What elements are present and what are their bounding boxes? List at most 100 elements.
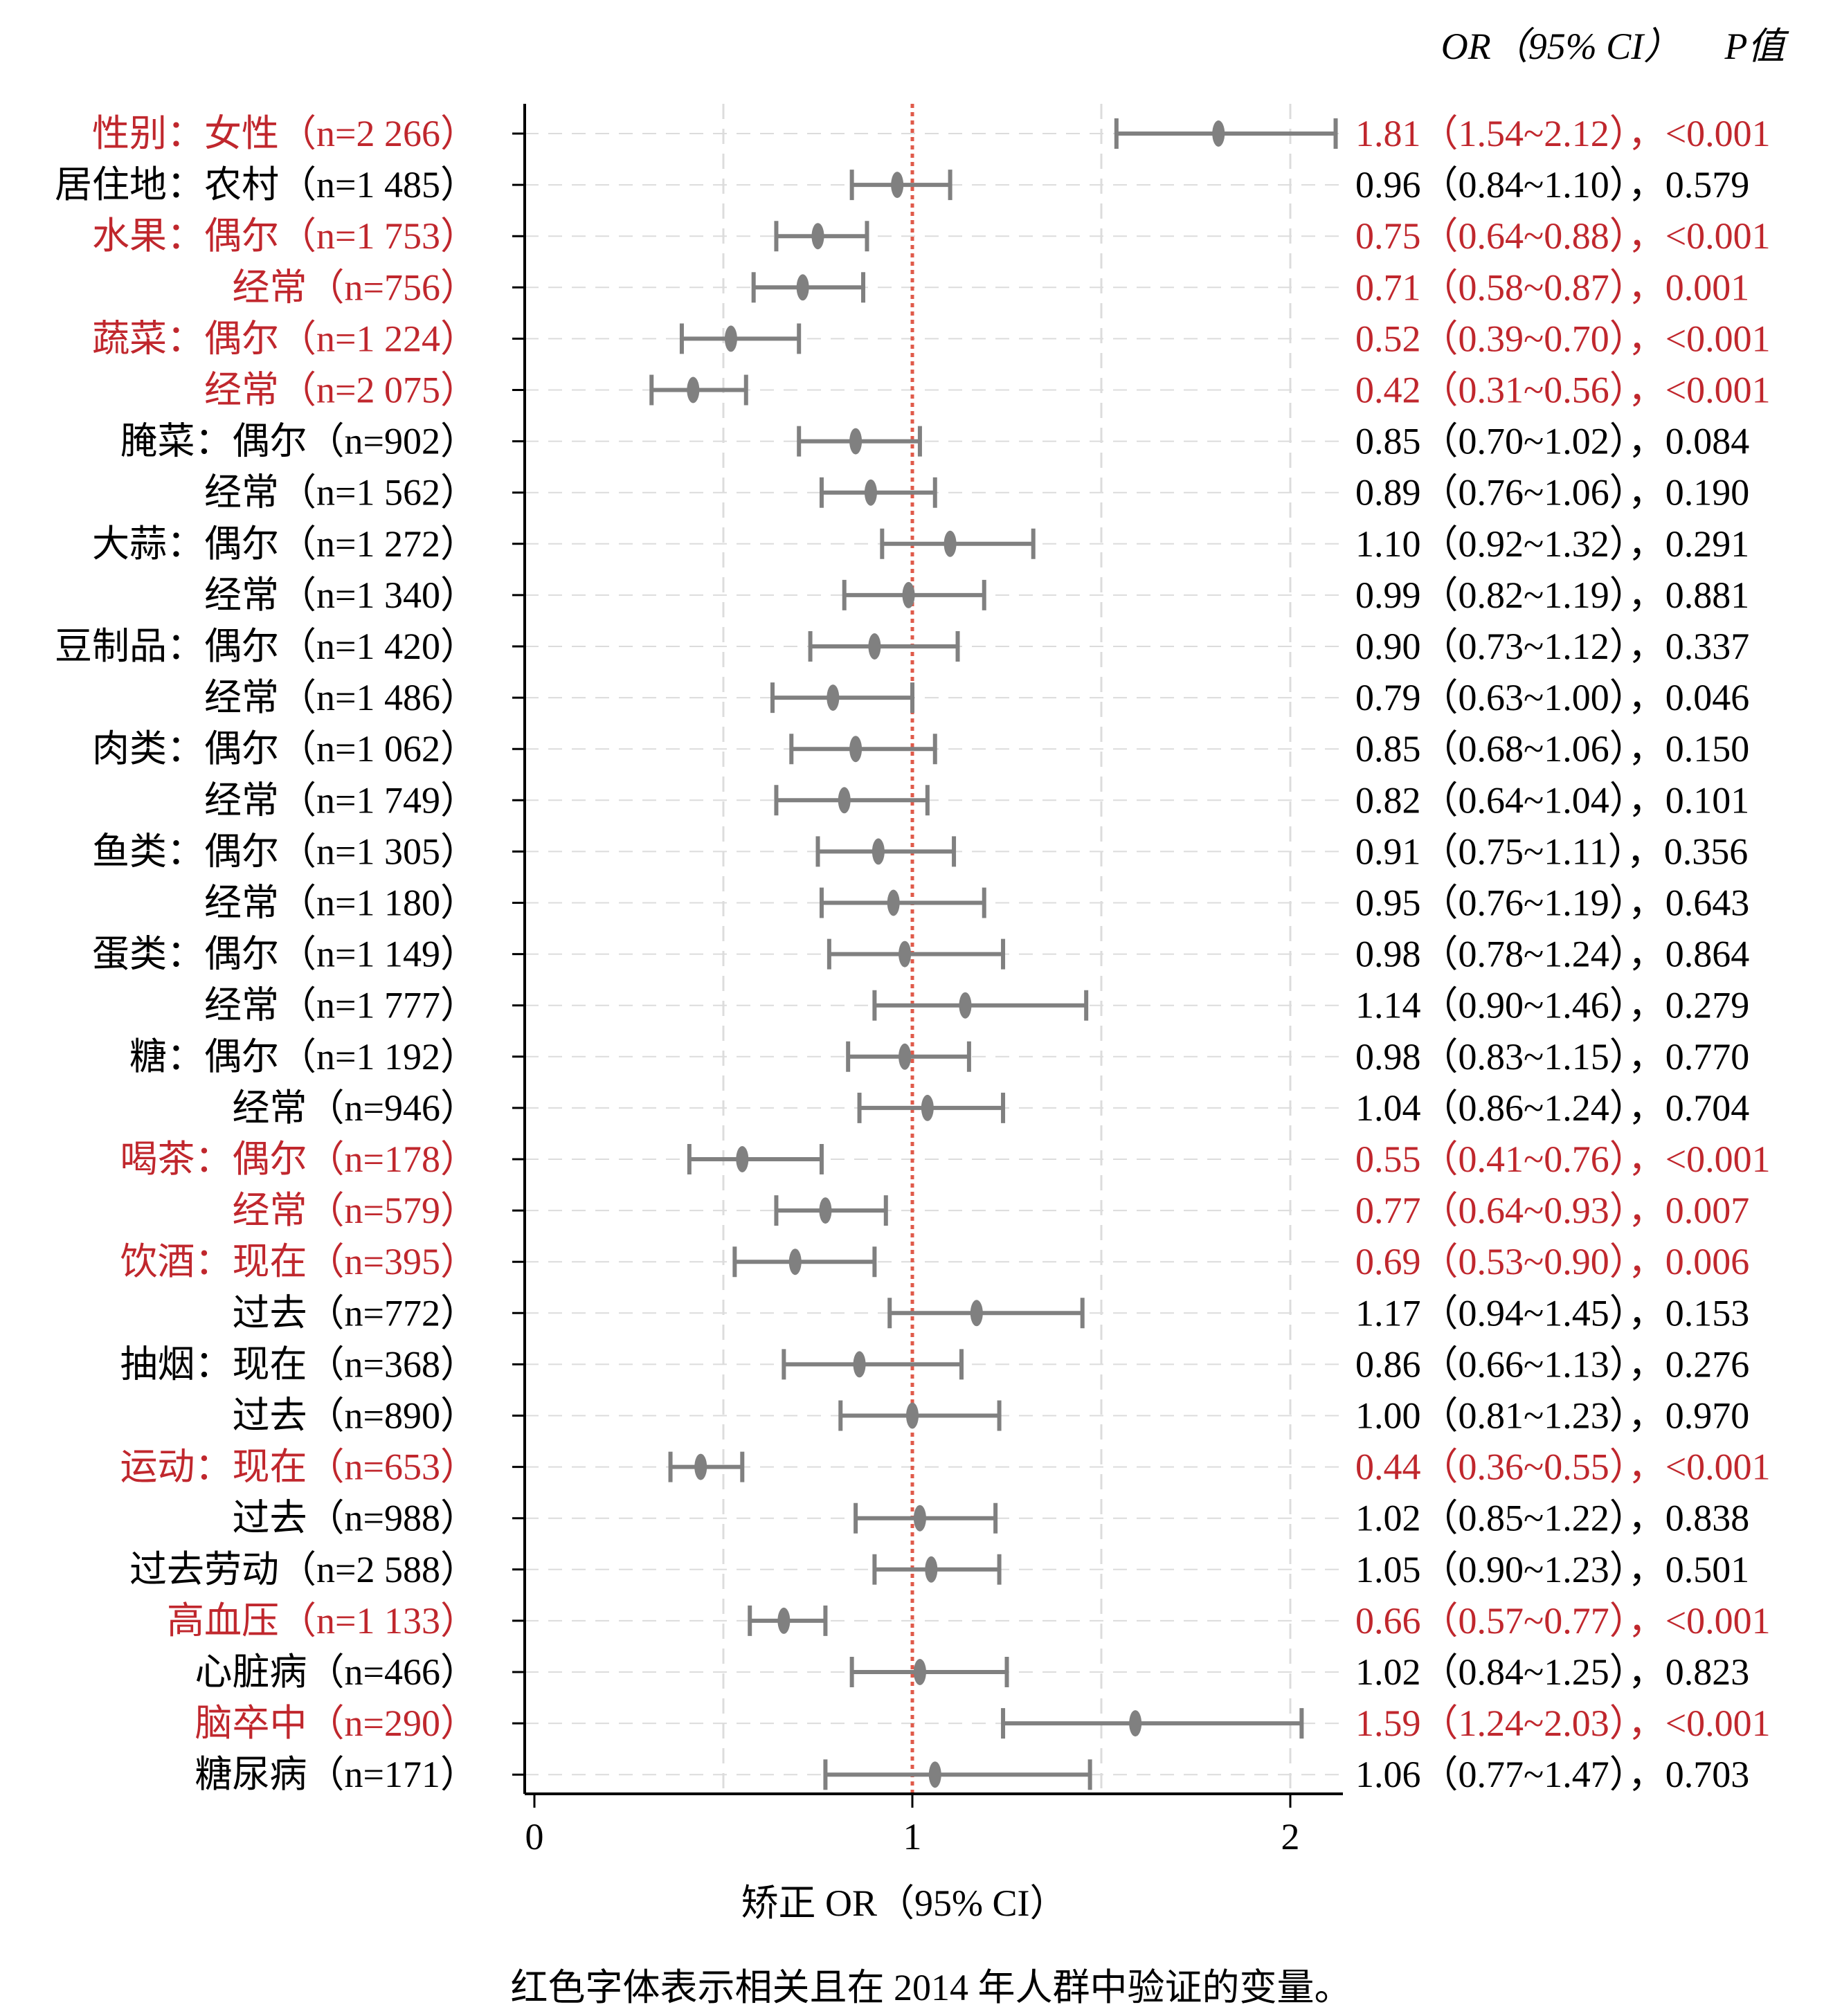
or-point xyxy=(887,889,900,916)
row-label: 过去（n=772） xyxy=(233,1292,478,1334)
row-value: 1.06（0.77~1.47），0.703 xyxy=(1355,1754,1749,1795)
ci-row-mark xyxy=(872,990,1089,1021)
row-value: 0.90（0.73~1.12），0.337 xyxy=(1355,626,1749,667)
or-point xyxy=(928,1761,941,1788)
row-value: 0.44（0.36~0.55），<0.001 xyxy=(1355,1446,1771,1488)
ci-row-mark xyxy=(649,374,748,406)
or-point xyxy=(943,530,957,557)
or-point xyxy=(724,325,737,352)
row-label: 豆制品：偶尔（n=1 420） xyxy=(55,626,478,667)
row-value: 1.02（0.84~1.25），0.823 xyxy=(1355,1651,1749,1693)
ci-row-mark xyxy=(770,682,914,714)
ci-row-mark xyxy=(823,1759,1092,1790)
row-label: 水果：偶尔（n=1 753） xyxy=(92,215,478,257)
row-value: 0.98（0.78~1.24），0.864 xyxy=(1355,934,1749,975)
header-or-ci: OR（95% CI） xyxy=(1441,26,1681,67)
or-point xyxy=(687,376,700,403)
row-label: 过去劳动（n=2 588） xyxy=(129,1549,478,1590)
ci-row-mark xyxy=(668,1451,745,1482)
row-value: 0.71（0.58~0.87），0.001 xyxy=(1355,266,1749,308)
ci-row-mark xyxy=(1001,1708,1304,1739)
row-value: 1.14（0.90~1.46），0.279 xyxy=(1355,985,1749,1026)
row-value: 1.17（0.94~1.45），0.153 xyxy=(1355,1292,1749,1334)
row-label: 肉类：偶尔（n=1 062） xyxy=(92,728,478,770)
or-point xyxy=(970,1300,983,1327)
row-label: 居住地：农村（n=1 485） xyxy=(55,164,478,206)
ci-row-mark xyxy=(797,426,922,457)
or-point xyxy=(906,1402,919,1429)
ci-row-mark xyxy=(815,836,957,867)
row-label: 经常（n=1 749） xyxy=(204,779,478,821)
row-label: 蛋类：偶尔（n=1 149） xyxy=(92,934,478,975)
ci-row-mark xyxy=(887,1298,1085,1329)
row-value: 0.82（0.64~1.04），0.101 xyxy=(1355,779,1749,821)
x-tick-label: 1 xyxy=(903,1816,922,1858)
x-tick-label: 2 xyxy=(1281,1816,1300,1858)
or-point xyxy=(736,1146,749,1172)
row-value: 0.89（0.76~1.06），0.190 xyxy=(1355,472,1749,514)
or-point xyxy=(868,633,881,660)
or-point xyxy=(849,428,863,455)
or-point xyxy=(913,1505,926,1532)
or-point xyxy=(864,479,877,506)
or-point xyxy=(819,1197,832,1224)
ci-row-mark xyxy=(751,272,866,303)
row-value: 1.02（0.85~1.22），0.838 xyxy=(1355,1498,1749,1539)
row-label: 经常（n=756） xyxy=(233,266,478,308)
row-label: 性别：女性（n=2 266） xyxy=(92,113,478,154)
or-point xyxy=(921,1094,934,1121)
row-label: 糖：偶尔（n=1 192） xyxy=(129,1036,478,1078)
row-value: 1.10（0.92~1.32），0.291 xyxy=(1355,523,1749,565)
or-point xyxy=(777,1607,791,1634)
grid-lines xyxy=(525,104,1343,1794)
or-point xyxy=(694,1453,707,1480)
or-point xyxy=(891,172,904,199)
ci-row-mark xyxy=(819,887,986,918)
row-value: 0.42（0.31~0.56），<0.001 xyxy=(1355,370,1771,411)
ci-row-mark xyxy=(849,1657,1009,1687)
ci-row-mark xyxy=(774,221,869,252)
row-value: 0.95（0.76~1.19），0.643 xyxy=(1355,882,1749,924)
row-label: 经常（n=1 340） xyxy=(204,574,478,616)
ci-row-mark xyxy=(842,579,986,610)
row-label: 经常（n=1 180） xyxy=(204,882,478,924)
row-label: 脑卒中（n=290） xyxy=(195,1702,478,1744)
row-label: 经常（n=2 075） xyxy=(204,370,478,411)
ci-row-mark xyxy=(782,1349,964,1380)
or-point xyxy=(899,941,912,968)
row-value: 0.69（0.53~0.90），0.006 xyxy=(1355,1241,1749,1282)
row-value: 0.66（0.57~0.77），<0.001 xyxy=(1355,1600,1771,1642)
marks-group xyxy=(649,118,1338,1790)
or-point xyxy=(811,223,824,250)
or-point xyxy=(902,581,915,608)
row-value: 0.91（0.75~1.11），0.356 xyxy=(1355,830,1748,872)
ci-row-mark xyxy=(857,1092,1006,1123)
or-point xyxy=(788,1248,802,1275)
ci-row-mark xyxy=(732,1246,877,1278)
x-tick-label: 0 xyxy=(525,1816,544,1858)
ci-row-mark xyxy=(748,1605,828,1636)
row-label: 腌菜：偶尔（n=902） xyxy=(120,421,478,462)
or-point xyxy=(853,1351,866,1378)
x-axis-label: 矫正 OR（95% CI） xyxy=(741,1882,1067,1924)
row-label: 心脏病（n=466） xyxy=(195,1651,478,1693)
ci-row-mark xyxy=(846,1041,971,1072)
ci-row-mark xyxy=(827,938,1006,970)
row-label: 运动：现在（n=653） xyxy=(120,1446,478,1488)
row-value: 0.99（0.82~1.19），0.881 xyxy=(1355,574,1749,616)
row-label: 饮酒：现在（n=395） xyxy=(120,1241,478,1282)
row-value: 1.05（0.90~1.23），0.501 xyxy=(1355,1549,1749,1590)
ci-row-mark xyxy=(854,1502,998,1534)
or-point xyxy=(1212,120,1225,147)
row-label: 经常（n=579） xyxy=(233,1190,478,1231)
row-label: 经常（n=1 486） xyxy=(204,677,478,718)
ci-row-mark xyxy=(838,1400,1002,1431)
ci-row-mark xyxy=(1114,118,1338,149)
ci-row-mark xyxy=(789,734,937,765)
or-point xyxy=(959,992,972,1019)
ci-row-mark xyxy=(687,1144,824,1174)
row-label: 过去（n=890） xyxy=(233,1395,478,1437)
row-label: 高血压（n=1 133） xyxy=(167,1600,478,1642)
or-point xyxy=(899,1043,912,1070)
or-point xyxy=(796,274,809,301)
